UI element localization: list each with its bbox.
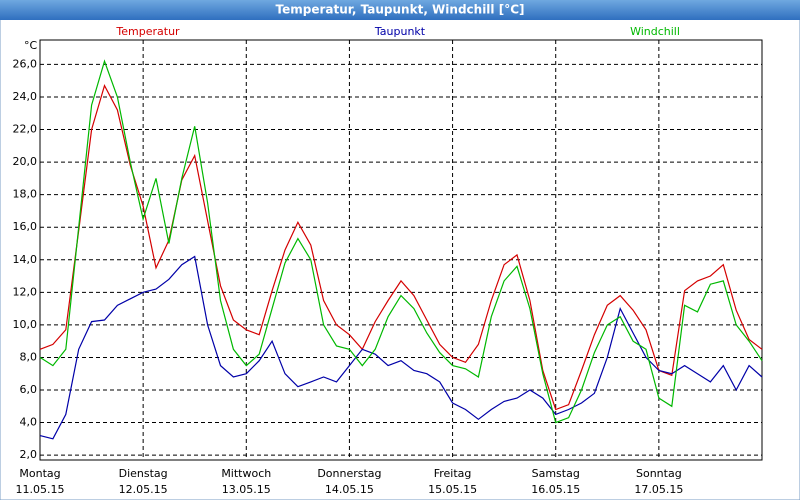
- x-tick-date: 12.05.15: [119, 483, 168, 496]
- y-tick-label: 20,0: [13, 155, 38, 168]
- y-tick-label: 12,0: [13, 285, 38, 298]
- y-tick-label: 10,0: [13, 318, 38, 331]
- y-tick-label: 22,0: [13, 123, 38, 136]
- chart-title: Temperatur, Taupunkt, Windchill [°C]: [276, 3, 525, 17]
- x-tick-label: Samstag: [532, 467, 580, 480]
- plot-area: [39, 39, 763, 461]
- legend-entry: Windchill: [630, 25, 680, 38]
- x-tick-label: Montag: [19, 467, 60, 480]
- x-tick-date: 16.05.15: [531, 483, 580, 496]
- y-tick-label: 8,0: [20, 350, 38, 363]
- y-tick-label: 18,0: [13, 188, 38, 201]
- y-tick-label: 14,0: [13, 253, 38, 266]
- y-tick-label: 26,0: [13, 57, 38, 70]
- x-tick-label: Dienstag: [119, 467, 168, 480]
- x-tick-date: 11.05.15: [16, 483, 65, 496]
- x-tick-date: 14.05.15: [325, 483, 374, 496]
- legend-entry: Taupunkt: [374, 25, 426, 38]
- series-line: [39, 59, 763, 424]
- title-bar: [0, 0, 800, 20]
- y-tick-label: 2,0: [20, 448, 38, 461]
- y-tick-label: 4,0: [20, 416, 38, 429]
- x-tick-date: 17.05.15: [634, 483, 683, 496]
- series-line: [39, 84, 763, 411]
- y-tick-label: 24,0: [13, 90, 38, 103]
- x-tick-label: Sonntag: [636, 467, 682, 480]
- series-line: [39, 255, 763, 440]
- x-tick-date: 13.05.15: [222, 483, 271, 496]
- legend-entry: Temperatur: [115, 25, 180, 38]
- y-tick-label: 6,0: [20, 383, 38, 396]
- x-tick-label: Mittwoch: [221, 467, 271, 480]
- x-tick-label: Donnerstag: [317, 467, 381, 480]
- x-tick-date: 15.05.15: [428, 483, 477, 496]
- x-tick-label: Freitag: [434, 467, 472, 480]
- y-axis-unit: °C: [24, 39, 38, 52]
- y-tick-label: 16,0: [13, 220, 38, 233]
